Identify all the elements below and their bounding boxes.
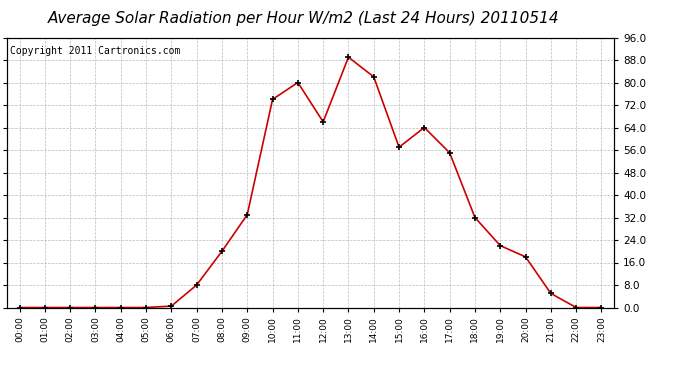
Text: Copyright 2011 Cartronics.com: Copyright 2011 Cartronics.com	[10, 46, 180, 56]
Text: Average Solar Radiation per Hour W/m2 (Last 24 Hours) 20110514: Average Solar Radiation per Hour W/m2 (L…	[48, 11, 560, 26]
